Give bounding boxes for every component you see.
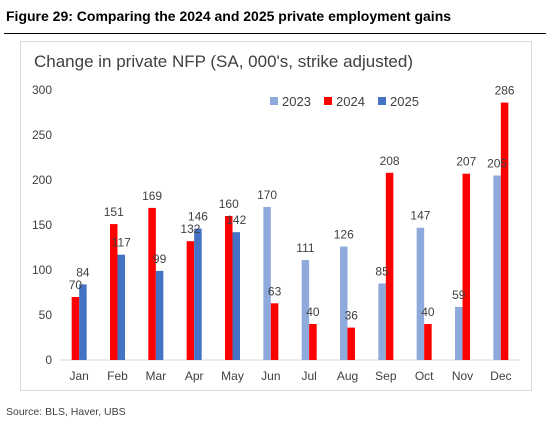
source-note: Source: BLS, Haver, UBS [6,406,126,418]
bar-2024-jun [270,303,279,360]
axis-layer: 0 50 100 150 200 250 300 Jan Feb Mar Apr May Jun Jul A… [32,83,520,383]
legend-swatch-2025 [378,97,386,105]
x-tick-label: Jun [261,369,280,383]
x-tick-label: Nov [452,369,473,383]
bar-2024-dec [500,102,509,360]
data-label-2024-sep: 208 [380,154,400,168]
x-tick-label: Jan [69,369,88,383]
data-label-2024-aug: 36 [345,309,359,323]
data-label-2024-oct: 40 [421,305,435,319]
data-label-2024-feb: 151 [104,205,124,219]
x-tick-label: Aug [337,369,358,383]
title-divider [4,33,546,34]
y-tick-label: 150 [32,218,52,232]
bar-2025-feb [117,254,125,360]
x-tick-label: Dec [490,369,511,383]
legend-label-2024: 2024 [336,94,365,109]
data-label-2024-jan: 70 [69,278,83,292]
x-tick-label: Oct [415,369,434,383]
x-tick-label: Mar [145,369,166,383]
bar-2024-nov [462,173,470,360]
legend-swatch-2023 [270,97,278,105]
x-tick-label: Sep [375,369,397,383]
data-label-2023-jul: 111 [296,241,315,255]
legend-label-2023: 2023 [282,94,311,109]
bar-2025-mar [155,270,164,360]
bar-2025-may [232,232,240,360]
data-label-2023-nov: 59 [452,288,466,302]
y-tick-label: 200 [32,173,52,187]
x-tick-label: Jul [301,369,316,383]
bar-2024-jan [71,297,80,360]
y-tick-label: 100 [32,263,52,277]
legend: 2023 2024 2025 [270,94,419,109]
data-label-2025-jan: 84 [76,265,90,279]
y-tick-label: 50 [39,308,53,322]
data-label-2024-nov: 207 [456,155,476,169]
bar-2024-oct [424,324,432,360]
data-label-2023-jun: 170 [257,188,277,202]
bar-2024-feb [110,224,118,360]
data-label-2023-dec: 205 [487,157,507,171]
data-label-2024-jun: 63 [268,284,282,298]
data-label-2024-may: 160 [219,197,239,211]
bar-2023-dec [493,175,501,360]
bar-2024-may [225,216,233,360]
data-label-2023-aug: 126 [334,228,354,242]
bar-2024-sep [385,172,394,360]
data-label-2024-mar: 169 [142,189,162,203]
bar-2024-jul [309,324,317,360]
bar-2023-jun [263,207,271,360]
bar-2023-nov [455,306,463,360]
figure-title: Figure 29: Comparing the 2024 and 2025 p… [6,8,452,24]
bar-2023-jul [301,260,310,360]
bar-2024-apr [186,241,195,360]
y-tick-label: 250 [32,128,52,142]
data-label-2025-may: 142 [226,213,246,227]
bar-2024-aug [347,327,355,360]
legend-label-2025: 2025 [390,94,419,109]
data-label-2023-sep: 85 [375,265,389,279]
data-label-2025-apr: 146 [188,210,208,224]
x-tick-label: Apr [185,369,204,383]
data-label-2025-mar: 99 [153,252,167,266]
data-label-2024-dec: 286 [495,84,515,98]
data-label-2024-jul: 40 [306,305,320,319]
data-label-2025-feb: 117 [112,236,131,250]
bar-2023-sep [378,283,386,360]
data-label-2023-oct: 147 [410,209,430,223]
bar-2024-mar [148,207,156,360]
bar-2025-apr [194,228,202,360]
data-label-2024-apr: 132 [180,222,200,236]
x-tick-label: May [221,369,244,383]
x-tick-label: Feb [107,369,128,383]
bar-2023-oct [416,227,425,360]
bar-2023-aug [340,246,348,360]
legend-swatch-2024 [324,97,332,105]
y-tick-label: 0 [45,353,52,367]
bar-2025-jan [79,284,87,360]
y-tick-label: 300 [32,83,52,97]
bars-layer [71,102,509,360]
chart-title: Change in private NFP (SA, 000's, strike… [34,52,414,71]
